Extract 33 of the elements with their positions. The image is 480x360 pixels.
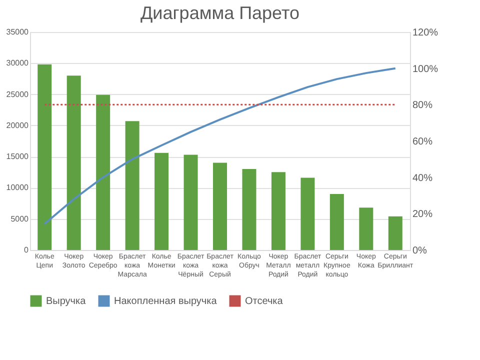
y2-tick-label: 80%	[412, 100, 433, 112]
legend-label: Отсечка	[245, 296, 284, 307]
bar	[359, 208, 374, 250]
bar	[330, 194, 344, 250]
bar	[388, 216, 402, 250]
line-series	[44, 67, 396, 225]
y-tick-label: 0	[24, 246, 30, 254]
y-tick-label: 35000	[6, 28, 30, 36]
y-tick-label: 30000	[6, 58, 30, 68]
y-tick-label: 15000	[6, 152, 30, 162]
y2-tick-label: 0%	[412, 246, 428, 256]
y2-tick-label: 120%	[412, 28, 438, 38]
y-tick-label: 20000	[6, 120, 30, 130]
bar	[96, 94, 110, 250]
y2-tick-label: 60%	[412, 136, 433, 148]
legend-label: Накопленная выручка	[114, 296, 218, 307]
bar	[125, 121, 140, 250]
bar	[154, 152, 169, 250]
y-tick-label: 10000	[6, 183, 30, 192]
bar	[38, 64, 52, 250]
y2-tick-label: 100%	[412, 64, 438, 75]
bar	[184, 154, 198, 250]
y2-tick-label: 40%	[412, 172, 433, 184]
bar	[300, 178, 315, 250]
legend-label: Выручка	[46, 296, 86, 307]
y-tick-label: 25000	[6, 90, 30, 99]
y-tick-label: 5000	[10, 214, 30, 224]
bar	[213, 162, 227, 250]
y2-tick-label: 20%	[412, 209, 433, 220]
chart-title: Диаграмма Парето	[140, 3, 300, 23]
bar	[66, 76, 81, 250]
bar	[271, 172, 286, 250]
bar	[242, 169, 256, 250]
